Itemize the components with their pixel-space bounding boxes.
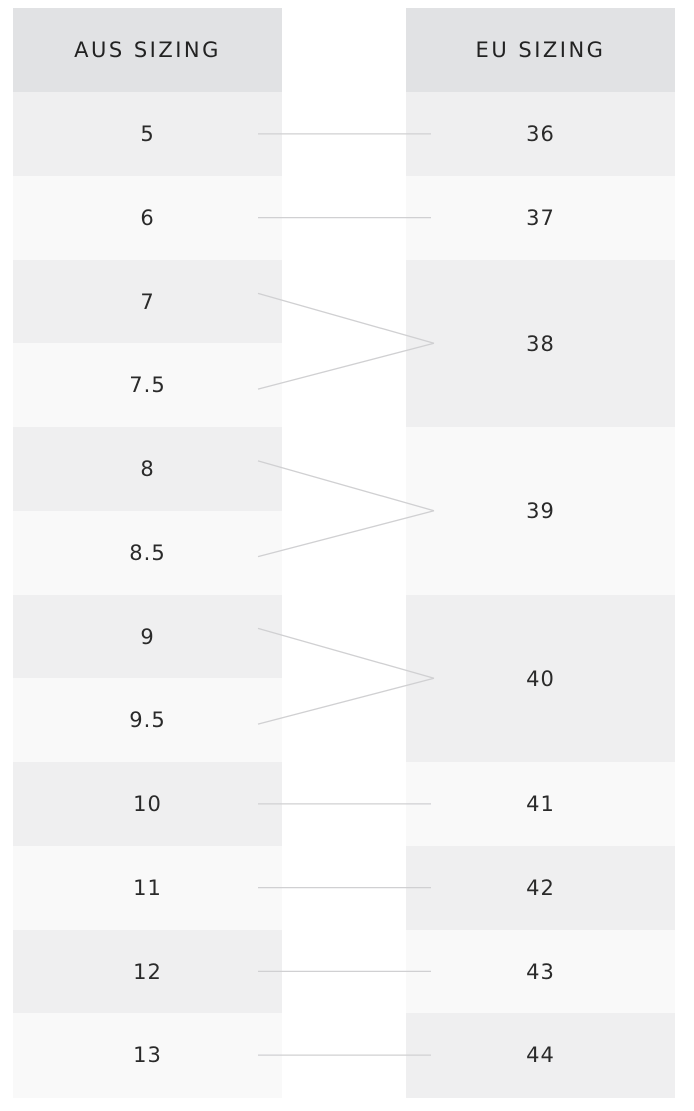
- eu-size-cell: 42: [406, 845, 675, 930]
- eu-sizing-header: EU SIZING: [406, 8, 675, 92]
- eu-size-cell: 41: [406, 762, 675, 847]
- aus-size-cell: 6: [13, 175, 282, 260]
- eu-size-cell: 39: [406, 427, 675, 595]
- eu-size-cell: 37: [406, 175, 675, 260]
- connector-line: [257, 510, 435, 558]
- eu-size-cell: 40: [406, 594, 675, 763]
- aus-size-cell: 13: [13, 1013, 282, 1098]
- eu-size-cell: 36: [406, 92, 675, 177]
- aus-size-cell: 7: [13, 259, 282, 344]
- eu-size-cell: 43: [406, 929, 675, 1014]
- aus-size-cell: 11: [13, 845, 282, 930]
- connector-line: [257, 677, 435, 725]
- aus-size-cell: 12: [13, 929, 282, 1014]
- aus-size-cell: 9: [13, 594, 282, 679]
- connector-line: [257, 460, 435, 512]
- connector-line: [257, 292, 435, 344]
- connector-line: [257, 342, 435, 390]
- eu-size-cell: 44: [406, 1013, 675, 1098]
- aus-sizing-header: AUS SIZING: [13, 8, 282, 92]
- aus-size-cell: 5: [13, 92, 282, 177]
- connector-line: [257, 627, 435, 679]
- aus-size-cell: 7.5: [13, 343, 282, 428]
- eu-size-cell: 38: [406, 259, 675, 428]
- aus-size-cell: 10: [13, 762, 282, 847]
- aus-size-cell: 8: [13, 427, 282, 512]
- aus-size-cell: 9.5: [13, 678, 282, 763]
- aus-size-cell: 8.5: [13, 510, 282, 595]
